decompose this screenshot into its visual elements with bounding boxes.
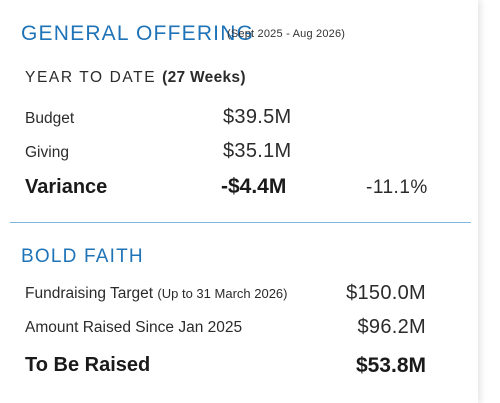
fundraising-target-row: Fundraising Target (Up to 31 March 2026) (25, 285, 288, 303)
fundraising-target-note: (Up to 31 March 2026) (157, 286, 288, 301)
amount-raised-value: $96.2M (357, 316, 426, 338)
variance-value: -$4.4M (221, 175, 287, 198)
offering-summary-card: GENERAL OFFERING (Sept 2025 - Aug 2026) … (10, 22, 471, 377)
budget-label: Budget (25, 110, 75, 127)
giving-label: Giving (25, 144, 69, 161)
variance-label: Variance (25, 176, 108, 198)
ytd-heading: YEAR TO DATE (27 Weeks) (25, 69, 246, 87)
ytd-weeks: (27 Weeks) (162, 69, 246, 86)
budget-value: $39.5M (223, 106, 292, 128)
general-offering-period: (Sept 2025 - Aug 2026) (227, 28, 346, 40)
giving-value: $35.1M (223, 140, 292, 162)
general-offering-title: GENERAL OFFERING (21, 22, 255, 45)
ytd-label: YEAR TO DATE (25, 69, 157, 86)
to-be-raised-value: $53.8M (355, 354, 426, 377)
bold-faith-title: BOLD FAITH (21, 246, 144, 267)
amount-raised-label: Amount Raised Since Jan 2025 (25, 319, 243, 336)
fundraising-target-label: Fundraising Target (25, 285, 154, 302)
variance-percent: -11.1% (366, 177, 428, 198)
section-divider (10, 222, 471, 223)
to-be-raised-label: To Be Raised (25, 354, 151, 376)
fundraising-target-value: $150.0M (346, 282, 426, 304)
